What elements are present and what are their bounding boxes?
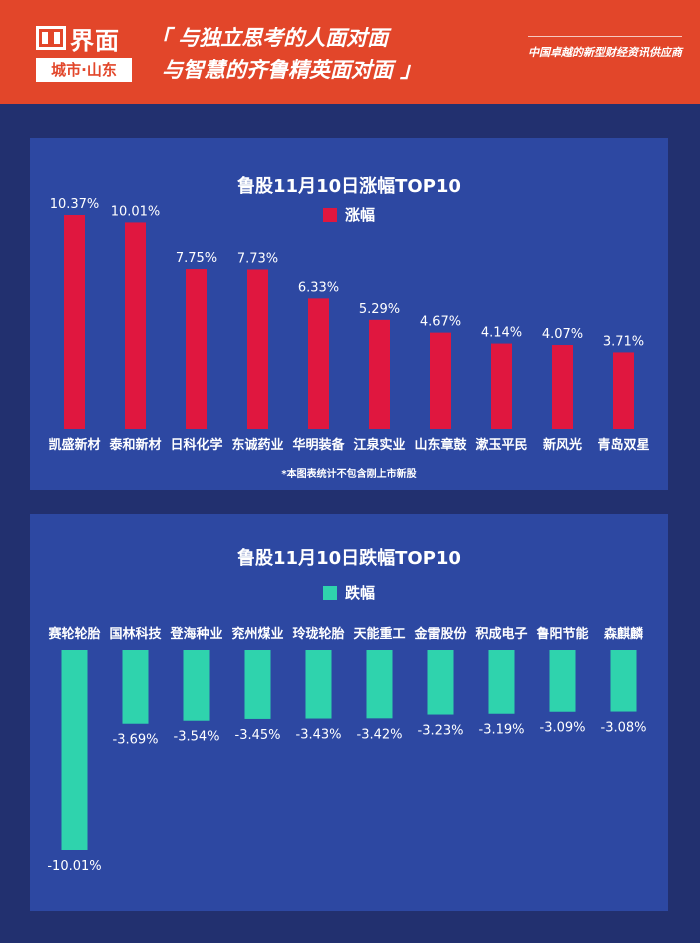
loss-category-label-8: 鲁阳节能 [536, 626, 588, 642]
loss-bar-4 [305, 650, 332, 719]
gain-value-label-9: 3.71% [603, 334, 644, 349]
footnote: *本图表统计不包含刚上市新股 [281, 469, 417, 480]
gain-bar-8 [552, 345, 573, 429]
loss-bar-1 [122, 650, 149, 724]
gain-bar-3 [247, 269, 268, 429]
loss-legend-label: 跌幅 [344, 584, 375, 602]
loss-value-label-9: -3.08% [601, 721, 647, 736]
gain-category-label-3: 东诚药业 [231, 437, 283, 453]
loss-bar-3 [244, 650, 271, 719]
gain-value-label-4: 6.33% [298, 280, 339, 295]
gain-legend-swatch [322, 207, 337, 222]
loss-legend-swatch [322, 585, 337, 600]
loss-bar-5 [366, 650, 393, 719]
tagline: 中国卓越的新型财经资讯供应商 [528, 36, 682, 59]
loss-bar-0 [61, 650, 88, 850]
gain-category-label-1: 泰和新材 [108, 437, 161, 453]
gain-category-label-0: 凯盛新材 [48, 437, 100, 453]
loss-value-label-1: -3.69% [113, 733, 159, 748]
loss-category-label-6: 金雷股份 [413, 626, 467, 642]
gain-bar-7 [491, 343, 512, 429]
loss-legend: 跌幅 [30, 582, 668, 603]
gain-value-label-1: 10.01% [111, 204, 161, 219]
gain-legend: 涨幅 [30, 204, 668, 225]
gain-value-label-3: 7.73% [237, 251, 278, 266]
gain-chart-title: 鲁股11月10日涨幅TOP10 [237, 176, 461, 197]
gain-bar-9 [613, 352, 634, 429]
brand-logo: 界面 城市·山东 [36, 22, 132, 84]
gain-bar-0 [64, 215, 85, 429]
loss-category-label-4: 玲珑轮胎 [292, 626, 344, 642]
sub-brand: 城市·山东 [36, 58, 132, 82]
loss-value-label-4: -3.43% [296, 728, 342, 743]
gain-value-label-2: 7.75% [176, 251, 217, 266]
loss-bar-8 [549, 650, 576, 712]
loss-value-label-5: -3.42% [357, 727, 403, 742]
loss-category-label-5: 天能重工 [353, 626, 405, 642]
gain-category-label-5: 江泉实业 [353, 437, 405, 453]
loss-category-label-1: 国林科技 [109, 626, 162, 642]
loss-value-label-6: -3.23% [418, 724, 464, 739]
loss-chart-title: 鲁股11月10日跌幅TOP10 [237, 548, 461, 569]
gain-category-label-6: 山东章鼓 [414, 437, 467, 453]
gain-category-label-8: 新风光 [543, 437, 582, 453]
loss-value-label-0: -10.01% [47, 859, 101, 874]
loss-value-label-7: -3.19% [479, 723, 525, 738]
logo-mark-icon [36, 26, 66, 50]
loss-value-label-2: -3.54% [174, 730, 220, 745]
gain-category-label-7: 漱玉平民 [475, 437, 527, 453]
gain-bar-5 [369, 319, 390, 429]
gain-category-label-4: 华明装备 [292, 437, 345, 453]
loss-category-label-9: 森麒麟 [604, 626, 644, 642]
gain-bar-4 [308, 298, 329, 429]
loss-category-label-3: 兖州煤业 [231, 626, 283, 642]
slogan: 「 与独立思考的人面对面 与智慧的齐鲁精英面对面 」 [150, 22, 421, 86]
loss-category-label-2: 登海种业 [169, 626, 222, 642]
brand-name: 界面 [70, 26, 120, 55]
loss-bar-9 [610, 650, 637, 712]
gain-category-label-9: 青岛双星 [597, 437, 649, 453]
loss-value-label-8: -3.09% [540, 721, 586, 736]
gain-value-label-0: 10.37% [50, 197, 100, 212]
gain-chart-panel: 鲁股11月10日涨幅TOP10 涨幅 10.37% 凯盛新材 10.01% 泰和新材 7… [30, 138, 668, 490]
loss-bar-chart: 赛轮轮胎 -10.01% 国林科技 -3.69% 登海种业 -3.54% 兖州煤业 -3.45… [47, 626, 647, 874]
loss-bar-7 [488, 650, 515, 714]
gain-bar-1 [125, 222, 146, 429]
gain-category-label-2: 日科化学 [170, 437, 222, 453]
gain-legend-label: 涨幅 [344, 206, 375, 224]
gain-value-label-5: 5.29% [359, 302, 400, 317]
loss-value-label-3: -3.45% [235, 728, 281, 743]
slogan-line-1: 「 与独立思考的人面对面 [150, 26, 389, 50]
loss-bar-2 [183, 650, 210, 721]
loss-category-label-0: 赛轮轮胎 [47, 626, 100, 642]
gain-bar-2 [186, 269, 207, 429]
gain-bar-chart: 10.37% 凯盛新材 10.01% 泰和新材 7.75% 日科化学 7.73% 东诚药业 6.… [48, 197, 649, 453]
slogan-line-2: 与智慧的齐鲁精英面对面 」 [162, 58, 422, 82]
header-banner: 界面 城市·山东 「 与独立思考的人面对面 与智慧的齐鲁精英面对面 」 中国卓越… [0, 0, 700, 104]
loss-chart-panel: 鲁股11月10日跌幅TOP10 跌幅 赛轮轮胎 -10.01% 国林科技 -3.69%… [30, 514, 668, 911]
loss-category-label-7: 积成电子 [475, 626, 527, 642]
gain-value-label-8: 4.07% [542, 327, 583, 342]
loss-bar-6 [427, 650, 454, 715]
gain-bar-6 [430, 332, 451, 429]
gain-value-label-7: 4.14% [481, 326, 522, 341]
gain-value-label-6: 4.67% [420, 315, 461, 330]
